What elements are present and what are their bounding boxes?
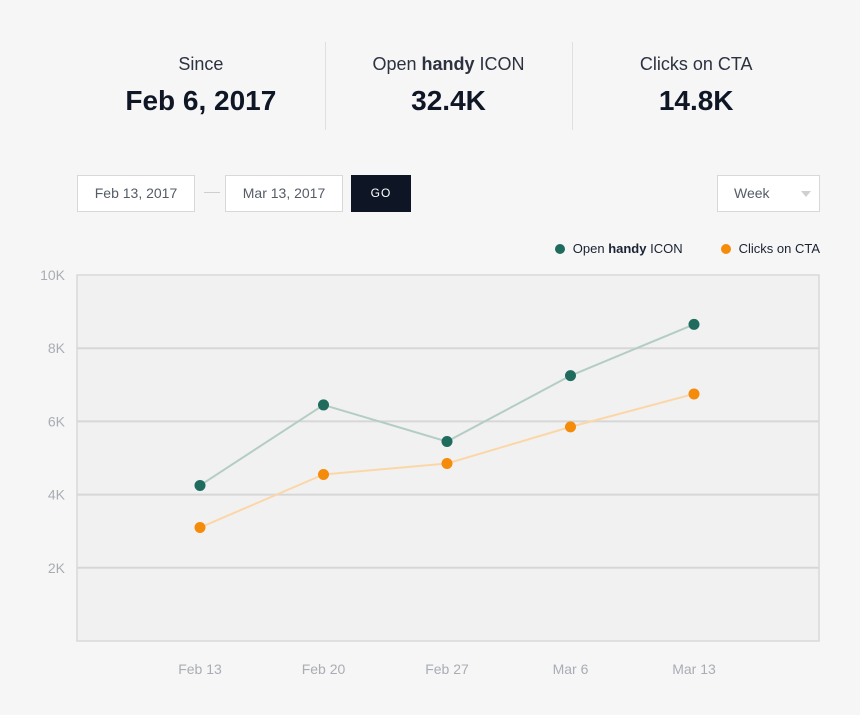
stat-value: 14.8K: [658, 85, 734, 116]
date-to-input[interactable]: Mar 13, 2017: [225, 175, 343, 212]
stat-since: Since Feb 6, 2017: [77, 42, 325, 130]
date-from-input[interactable]: Feb 13, 2017: [77, 175, 195, 212]
data-point-series-0: [194, 479, 206, 491]
y-tick-label: 10K: [40, 267, 66, 283]
legend-item-clicks-on-cta: Clicks on CTA: [720, 241, 820, 256]
data-point-series-1: [688, 388, 700, 400]
legend-label: Open handy ICON: [572, 241, 683, 256]
x-tick-label: Feb 13: [178, 661, 222, 677]
y-tick-label: 2K: [48, 560, 66, 576]
stat-label: Open handy ICON: [372, 54, 525, 74]
data-point-series-1: [318, 468, 329, 480]
x-tick-label: Feb 27: [425, 661, 469, 677]
y-tick-label: 8K: [48, 340, 66, 356]
plot-area: [76, 274, 820, 642]
legend-label: Clicks on CTA: [738, 241, 820, 256]
stats-summary: Since Feb 6, 2017 Open handy ICON 32.4K …: [77, 42, 820, 130]
chevron-down-icon: [801, 191, 811, 197]
period-select[interactable]: Week: [717, 175, 820, 212]
data-point-series-0: [565, 370, 576, 382]
date-range-separator: [204, 192, 220, 193]
stat-value: Feb 6, 2017: [125, 85, 277, 116]
stat-value: 32.4K: [411, 85, 486, 116]
y-tick-label: 4K: [48, 487, 66, 503]
stat-open-handy-icon: Open handy ICON 32.4K: [324, 42, 573, 130]
period-select-label: Week: [734, 185, 770, 201]
x-tick-label: Mar 13: [672, 661, 716, 677]
legend-marker-icon: [720, 243, 731, 254]
stat-label: Clicks on CTA: [639, 54, 753, 74]
data-point-series-0: [688, 318, 700, 330]
stat-clicks-on-cta: Clicks on CTA 14.8K: [572, 42, 820, 130]
data-point-series-1: [565, 421, 576, 433]
chart-legend: Open handy ICON Clicks on CTA: [517, 241, 820, 256]
stat-label: Since: [178, 54, 224, 74]
data-point-series-1: [194, 522, 206, 534]
data-point-series-0: [318, 399, 329, 411]
data-point-series-1: [441, 457, 453, 469]
data-point-series-0: [441, 436, 453, 448]
legend-item-open-handy-icon: Open handy ICON: [554, 241, 683, 256]
date-range-controls: Feb 13, 2017 Mar 13, 2017 GO Week: [77, 175, 820, 212]
x-tick-label: Mar 6: [553, 661, 589, 677]
y-tick-label: 6K: [48, 413, 66, 429]
legend-marker-icon: [554, 243, 565, 254]
x-tick-label: Feb 20: [302, 661, 346, 677]
go-button[interactable]: GO: [351, 175, 411, 212]
